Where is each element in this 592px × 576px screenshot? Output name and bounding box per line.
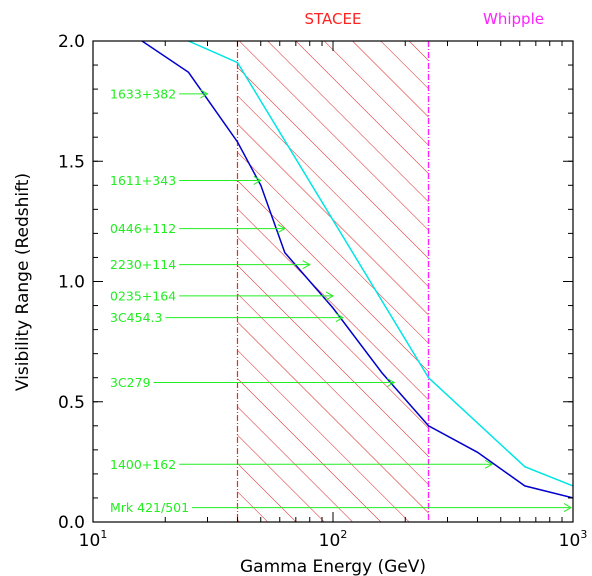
source-label-6: 3C279 (110, 375, 151, 390)
x-tick-label-2: 103 (559, 528, 588, 551)
source-arrow-head-5 (335, 313, 344, 323)
band-label-0: STACEE (305, 10, 362, 28)
y-axis-label: Visibility Range (Redshift) (13, 173, 33, 391)
y-tick-label-2: 1.0 (58, 273, 85, 293)
y-tick-label-3: 1.5 (58, 152, 85, 172)
source-arrow-head-7 (484, 459, 494, 469)
source-label-5: 3C454.3 (110, 310, 162, 325)
source-label-7: 1400+162 (110, 457, 176, 472)
source-label-0: 1633+382 (110, 86, 176, 101)
x-tick-label-1: 102 (319, 528, 348, 551)
source-arrow-head-6 (387, 378, 396, 387)
y-tick-label-1: 0.5 (58, 393, 85, 413)
series-line-1 (188, 41, 573, 487)
source-arrow-head-2 (277, 224, 286, 234)
source-label-4: 0235+164 (110, 288, 176, 303)
series-line-0 (141, 41, 573, 499)
source-label-1: 1611+343 (110, 173, 176, 188)
source-label-2: 0446+112 (110, 221, 176, 236)
x-axis-label: Gamma Energy (GeV) (240, 557, 426, 576)
band-hatch-0 (237, 41, 429, 522)
y-tick-label-0: 0.0 (58, 513, 85, 533)
x-tick-label-0: 101 (79, 528, 108, 551)
source-label-8: Mrk 421/501 (110, 500, 189, 515)
source-arrow-head-3 (302, 260, 311, 270)
source-arrow-head-1 (253, 176, 262, 185)
axes: 0.0 0.5 1.0 1.5 2.0 101 102 103 (58, 32, 587, 551)
series-lines (141, 41, 573, 499)
source-arrow-head-4 (325, 291, 335, 301)
band-label-1: Whipple (483, 10, 544, 28)
source-arrow-head-0 (200, 89, 209, 99)
energy-bands: STACEE Whipple (236, 10, 544, 522)
source-annotations: 1633+382 1611+343 0446+112 2230+114 0235+164… (110, 86, 573, 515)
source-arrow-head-8 (563, 503, 573, 513)
source-label-3: 2230+114 (110, 257, 176, 272)
y-tick-label-4: 2.0 (58, 32, 85, 52)
